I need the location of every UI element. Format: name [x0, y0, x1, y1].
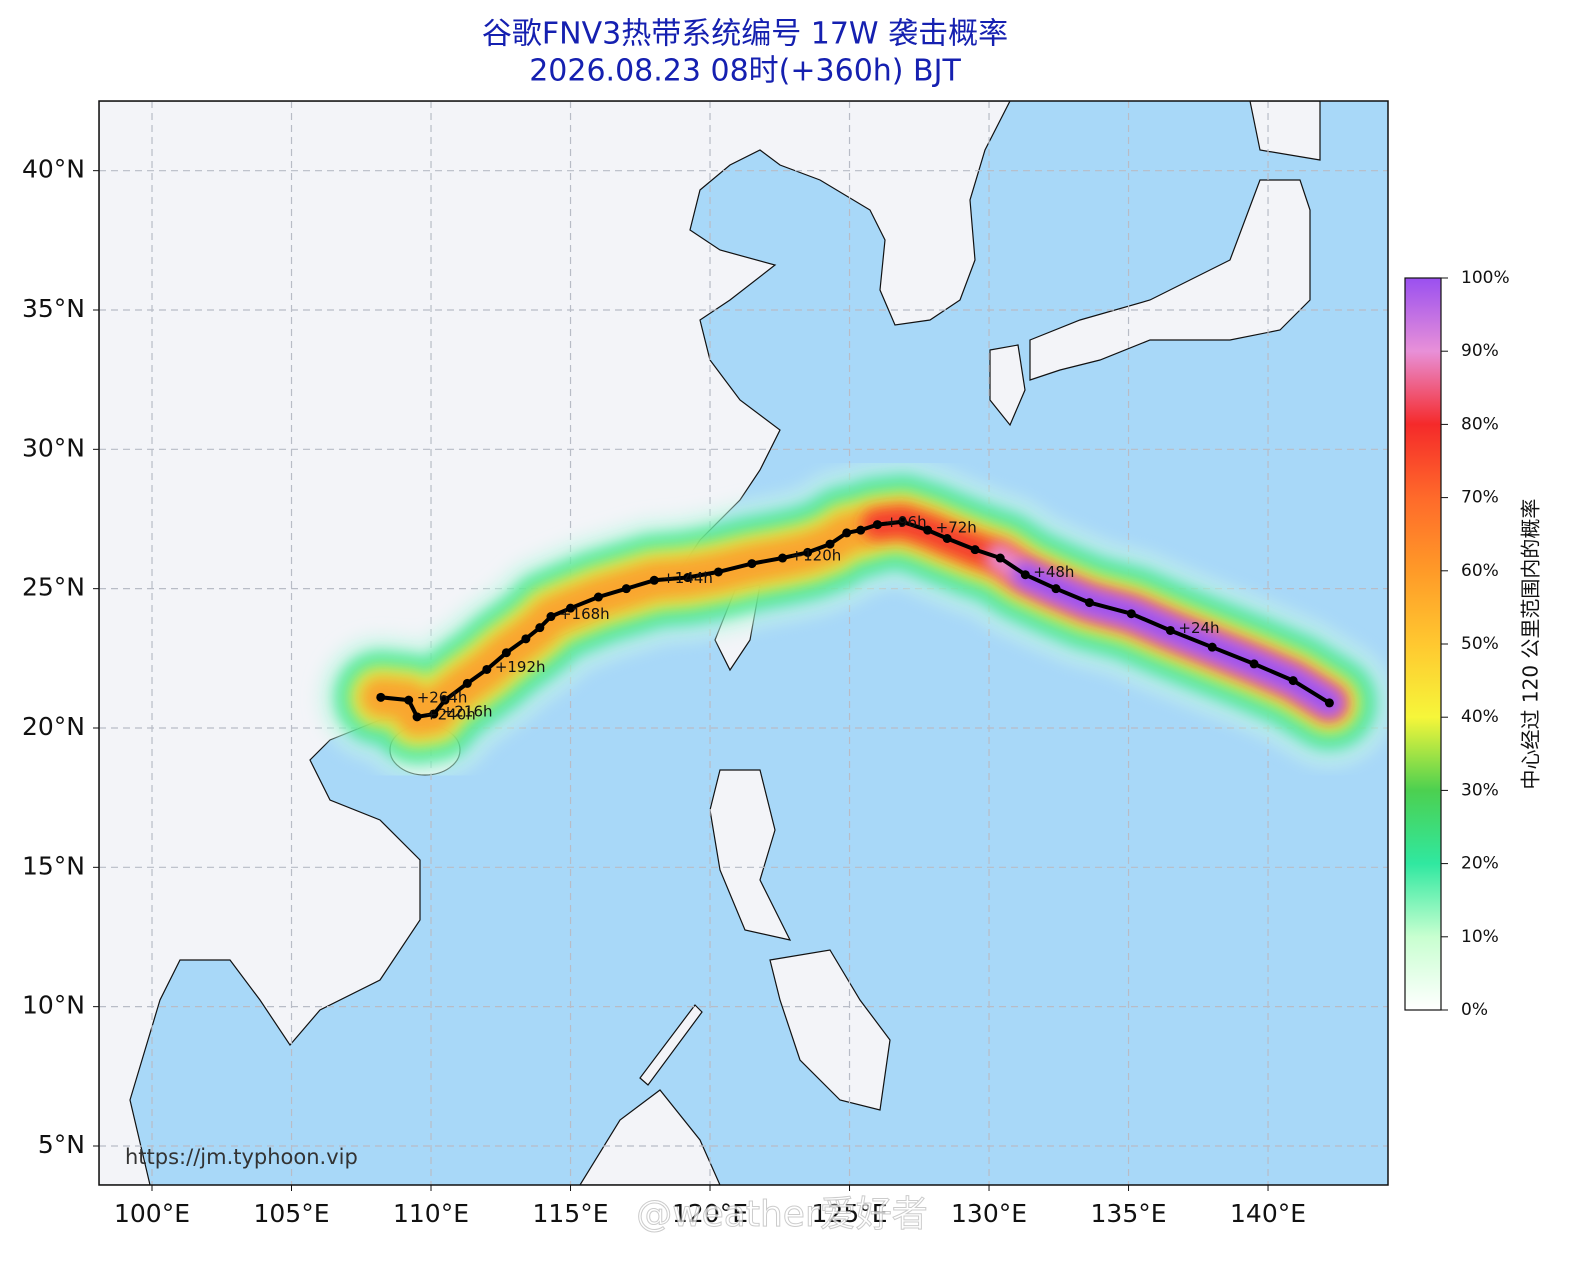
x-tick-label: 120°E — [672, 1199, 748, 1228]
kyushu — [989, 344, 1026, 427]
track-point — [747, 559, 757, 569]
colorbar-tick-label: 10% — [1461, 927, 1499, 947]
track-point — [1324, 698, 1334, 708]
colorbar-tick-label: 70% — [1461, 488, 1499, 508]
colorbar-tick-label: 20% — [1461, 854, 1499, 874]
x-tick-label: 110°E — [393, 1199, 469, 1228]
track-point — [995, 553, 1005, 563]
x-tick-label: 125°E — [812, 1199, 888, 1228]
track-point — [970, 545, 980, 555]
track-point — [1084, 598, 1094, 608]
y-tick-label: 15°N — [22, 851, 85, 880]
track: +24h +48h +72h +96h +120h +144h +168h +192h +216… — [376, 513, 1334, 723]
map-area: +24h +48h +72h +96h +120h +144h +168h +192h +216… — [99, 101, 1388, 1185]
track-point — [462, 678, 472, 688]
track-point — [535, 623, 545, 633]
x-tick-label: 140°E — [1230, 1199, 1306, 1228]
track-point — [1126, 609, 1136, 619]
y-tick-label: 30°N — [22, 433, 85, 462]
grid — [99, 101, 1388, 1185]
track-label: +24h — [1178, 619, 1219, 637]
colorbar-tick-label: 90% — [1461, 341, 1499, 361]
track-label: +240h — [425, 705, 476, 723]
x-tick-label: 105°E — [254, 1199, 330, 1228]
track-point — [376, 692, 386, 702]
track-point — [482, 664, 492, 674]
x-tick-label: 115°E — [533, 1199, 609, 1228]
x-tick-label: 130°E — [951, 1199, 1027, 1228]
track-point — [856, 525, 866, 535]
track-label: +120h — [791, 547, 842, 565]
track-point — [429, 709, 439, 719]
track-label: +192h — [495, 658, 546, 676]
track-point — [1165, 625, 1175, 635]
x-tick-label: 100°E — [114, 1199, 190, 1228]
track-point — [1020, 570, 1030, 580]
track-point — [803, 547, 813, 557]
colorbar-title: 中心经过 120 公里范围内的概率 — [1519, 499, 1543, 790]
track-label: +264h — [417, 689, 468, 707]
colorbar-tick-label: 80% — [1461, 414, 1499, 434]
track-point — [1249, 659, 1259, 669]
track-point — [593, 592, 603, 602]
track-point — [923, 525, 933, 535]
colorbar — [1404, 277, 1442, 1011]
track-point — [440, 695, 450, 705]
track-point — [713, 567, 723, 577]
source-url: https://jm.typhoon.vip — [125, 1145, 358, 1169]
track-point — [521, 634, 531, 644]
track-point — [825, 539, 835, 549]
track-label: +168h — [559, 605, 610, 623]
track-point — [566, 603, 576, 613]
colorbar-ticks: 0% 10% 20% 30% 40% 50% 60% 70% 80% 90% 100% — [1441, 268, 1510, 1020]
track-point — [501, 648, 511, 658]
axis-ticks: 100°E 105°E 110°E 115°E 120°E 125°E 130°E 135°E… — [22, 155, 1306, 1228]
colorbar-tick-label: 100% — [1461, 268, 1510, 288]
watermark: @weather爱好者 — [636, 1194, 928, 1235]
track-point — [649, 575, 659, 585]
track-label: +48h — [1033, 563, 1074, 581]
palawan — [639, 1004, 703, 1086]
track-point — [872, 520, 882, 530]
map-title: 谷歌FNV3热带系统编号 17W 袭击概率 — [482, 17, 1008, 52]
luzon — [709, 769, 792, 941]
track-point — [412, 712, 422, 722]
track-point — [1051, 584, 1061, 594]
borneo — [579, 1089, 721, 1185]
honshu — [1029, 179, 1311, 381]
visayas-mindanao — [769, 949, 891, 1111]
colorbar-tick-label: 60% — [1461, 561, 1499, 581]
y-tick-label: 10°N — [22, 991, 85, 1020]
y-tick-label: 25°N — [22, 573, 85, 602]
track-point — [404, 695, 414, 705]
track-point — [942, 534, 952, 544]
track-point — [546, 612, 556, 622]
track-point — [898, 517, 908, 527]
track-point — [683, 573, 693, 583]
colorbar-tick-label: 40% — [1461, 707, 1499, 727]
track-point — [1207, 642, 1217, 652]
map-subtitle: 2026.08.23 08时(+360h) BJT — [529, 54, 961, 89]
x-tick-label: 135°E — [1091, 1199, 1167, 1228]
colorbar-tick-label: 50% — [1461, 634, 1499, 654]
track-point — [842, 528, 852, 538]
track-label: +72h — [936, 519, 977, 537]
colorbar-tick-label: 0% — [1461, 1000, 1488, 1020]
map-frame — [98, 100, 1389, 1186]
colorbar-tick-label: 30% — [1461, 780, 1499, 800]
track-point — [778, 553, 788, 563]
y-tick-label: 20°N — [22, 712, 85, 741]
y-tick-label: 35°N — [22, 294, 85, 323]
y-tick-label: 5°N — [38, 1130, 85, 1159]
track-point — [1288, 676, 1298, 686]
track-point — [621, 584, 631, 594]
y-tick-label: 40°N — [22, 155, 85, 184]
track-label: +96h — [885, 513, 926, 531]
track-label: +216h — [442, 703, 493, 721]
track-label: +144h — [662, 569, 713, 587]
